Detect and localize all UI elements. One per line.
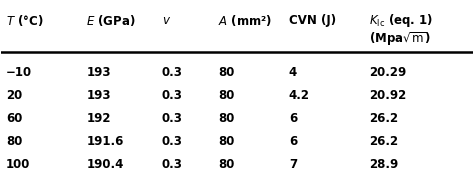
Text: 0.3: 0.3 <box>162 89 182 102</box>
Text: 80: 80 <box>218 158 235 171</box>
Text: 20.29: 20.29 <box>369 66 406 79</box>
Text: 0.3: 0.3 <box>162 135 182 148</box>
Text: 26.2: 26.2 <box>369 112 398 125</box>
Text: 192: 192 <box>86 112 111 125</box>
Text: 193: 193 <box>86 89 111 102</box>
Text: 20.92: 20.92 <box>369 89 406 102</box>
Text: $E$ (GPa): $E$ (GPa) <box>86 13 136 28</box>
Text: $A$ (mm²): $A$ (mm²) <box>218 13 272 28</box>
Text: 28.9: 28.9 <box>369 158 398 171</box>
Text: 190.4: 190.4 <box>86 158 124 171</box>
Text: 193: 193 <box>86 66 111 79</box>
Text: 60: 60 <box>6 112 22 125</box>
Text: 191.6: 191.6 <box>86 135 124 148</box>
Text: 0.3: 0.3 <box>162 158 182 171</box>
Text: −10: −10 <box>6 66 32 79</box>
Text: 4: 4 <box>289 66 297 79</box>
Text: CVN (J): CVN (J) <box>289 14 336 27</box>
Text: $v$: $v$ <box>162 14 171 27</box>
Text: 0.3: 0.3 <box>162 66 182 79</box>
Text: 26.2: 26.2 <box>369 135 398 148</box>
Text: 6: 6 <box>289 135 297 148</box>
Text: 80: 80 <box>218 135 235 148</box>
Text: $T$ (°C): $T$ (°C) <box>6 13 44 28</box>
Text: 80: 80 <box>6 135 22 148</box>
Text: 4.2: 4.2 <box>289 89 310 102</box>
Text: 80: 80 <box>218 112 235 125</box>
Text: 7: 7 <box>289 158 297 171</box>
Text: 20: 20 <box>6 89 22 102</box>
Text: 6: 6 <box>289 112 297 125</box>
Text: 80: 80 <box>218 66 235 79</box>
Text: $K_{\rm Ic}$ (eq. 1): $K_{\rm Ic}$ (eq. 1) <box>369 12 433 29</box>
Text: (Mpa$\sqrt{\rm m}$): (Mpa$\sqrt{\rm m}$) <box>369 31 430 48</box>
Text: 80: 80 <box>218 89 235 102</box>
Text: 100: 100 <box>6 158 30 171</box>
Text: 0.3: 0.3 <box>162 112 182 125</box>
